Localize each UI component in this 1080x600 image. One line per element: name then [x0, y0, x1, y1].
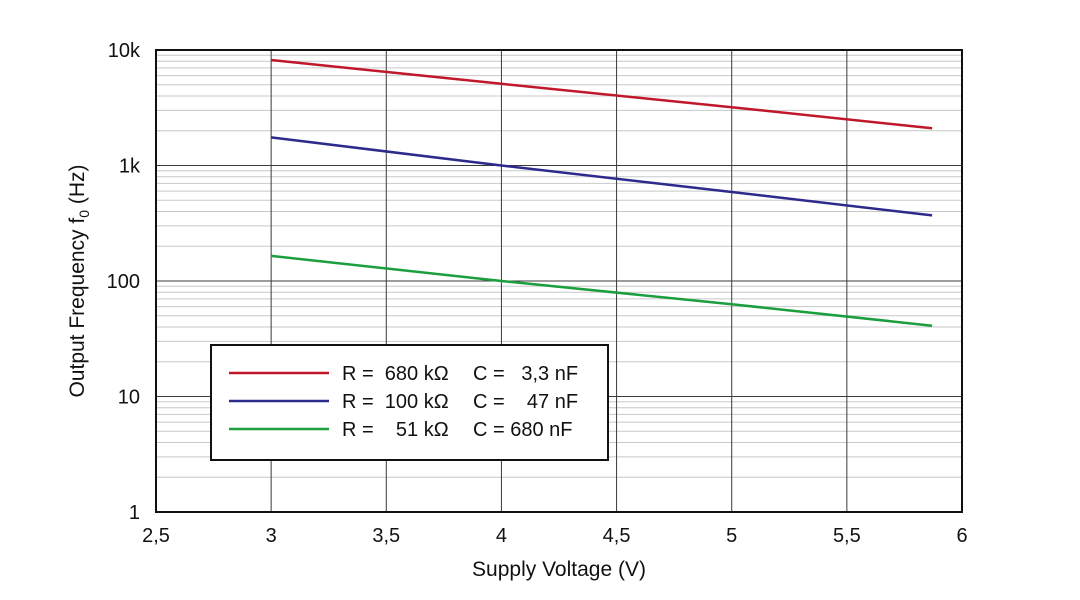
legend-label-c-2: C = 47 nF [473, 391, 578, 413]
legend-label-r-2: R = 100 kΩ [342, 391, 449, 413]
legend-entries: R = 680 kΩ C = 3,3 nF R = 100 kΩ C = 47 nF R… [229, 363, 578, 441]
legend-label-c-1: C = 3,3 nF [473, 363, 578, 385]
y-axis-label-main: Output Frequency f [66, 218, 89, 398]
legend-label-r-1: R = 680 kΩ [342, 363, 449, 385]
series-line-2 [270, 136, 933, 217]
x-tick-label: 5,5 [833, 525, 861, 547]
series-line-1 [270, 58, 933, 130]
y-tick-label: 10k [108, 40, 141, 62]
y-tick-label: 1k [119, 156, 141, 178]
plot-frame [155, 49, 963, 513]
x-tick-label: 5 [726, 525, 737, 547]
x-tick-label: 2,5 [142, 525, 170, 547]
series-line-3 [270, 254, 933, 327]
legend-label-r-3: R = 51 kΩ [342, 419, 449, 441]
x-tick-label: 3 [266, 525, 277, 547]
x-axis-label: Supply Voltage (V) [472, 558, 646, 581]
y-axis-label: Output Frequency f0 (Hz) [66, 164, 92, 397]
x-tick-label: 6 [956, 525, 967, 547]
y-tick-label: 1 [129, 502, 140, 524]
x-tick-labels: 2,5 3 3,5 4 4,5 5 5,5 6 [142, 525, 967, 547]
y-tick-labels: 1 10 100 1k 10k [107, 40, 141, 524]
x-tick-label: 4 [496, 525, 507, 547]
x-tick-label: 3,5 [372, 525, 400, 547]
legend: R = 680 kΩ C = 3,3 nF R = 100 kΩ C = 47 nF R… [210, 344, 609, 461]
legend-box [210, 344, 609, 461]
y-tick-label: 100 [107, 271, 140, 293]
legend-label-c-3: C = 680 nF [473, 419, 573, 441]
series-lines [270, 58, 933, 327]
y-axis-label-subscript: 0 [76, 210, 92, 218]
y-tick-label: 10 [118, 387, 140, 409]
x-tick-label: 4,5 [603, 525, 631, 547]
y-axis-label-unit: (Hz) [66, 164, 89, 204]
